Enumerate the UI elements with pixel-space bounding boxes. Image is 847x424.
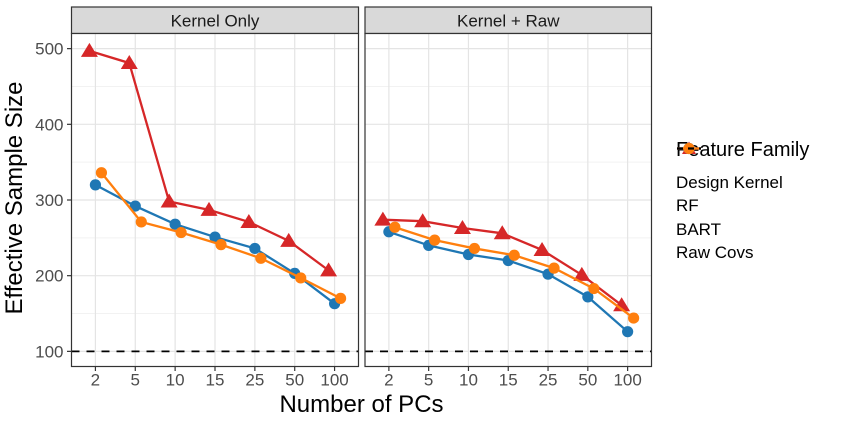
data-point-triangle	[613, 297, 631, 312]
data-point-triangle	[320, 262, 338, 277]
data-point-circle	[508, 249, 520, 261]
x-tick-label: 5	[131, 371, 140, 390]
y-tick-label: 200	[35, 267, 63, 286]
data-point-triangle	[160, 193, 178, 208]
data-point-triangle	[573, 266, 591, 281]
data-point-triangle	[80, 42, 98, 57]
x-tick-label: 25	[245, 371, 264, 390]
data-point-triangle	[414, 213, 432, 228]
data-point-triangle	[533, 241, 551, 256]
legend-item-bart: BART	[676, 142, 809, 242]
facet-strip	[70, 6, 360, 35]
raw-covs-marker-icon	[677, 147, 701, 150]
legend-item-label: RF	[676, 196, 699, 216]
data-point-triangle	[240, 213, 258, 228]
data-point-circle	[295, 272, 307, 284]
legend-item-design-kernel: Design Kernel	[676, 141, 809, 195]
legend-item-raw-covs: Raw Covs	[676, 147, 809, 266]
x-tick-label: 2	[384, 371, 393, 390]
data-point-triangle	[374, 211, 392, 226]
data-point-triangle	[453, 220, 471, 235]
y-tick-label: 100	[35, 342, 63, 361]
data-point-triangle	[493, 225, 511, 240]
x-tick-label: 2	[91, 371, 100, 390]
x-tick-label: 5	[424, 371, 433, 390]
data-point-circle	[255, 252, 267, 264]
data-point-circle	[169, 218, 181, 230]
facet-strip-label: Kernel Only	[171, 11, 260, 30]
data-point-circle	[628, 312, 640, 324]
data-point-circle	[334, 292, 347, 304]
x-tick-label: 10	[459, 371, 478, 390]
data-point-triangle	[200, 201, 218, 216]
data-point-circle	[175, 226, 187, 239]
data-point-circle	[209, 231, 221, 243]
data-point-circle	[622, 326, 634, 338]
data-point-circle	[215, 239, 227, 251]
x-tick-label: 50	[285, 371, 304, 390]
data-point-circle	[135, 216, 147, 228]
data-point-circle	[89, 179, 102, 191]
data-point-circle	[548, 262, 560, 274]
y-tick-label: 500	[35, 40, 63, 59]
legend-item-label: Design Kernel	[676, 172, 783, 192]
data-point-circle	[389, 221, 401, 233]
x-tick-label: 50	[578, 371, 597, 390]
series-bart	[389, 221, 640, 324]
data-point-circle	[249, 242, 261, 255]
x-tick-label: 100	[320, 371, 348, 390]
facet-strip-label: Kernel + Raw	[457, 11, 560, 30]
x-tick-label: 100	[613, 371, 641, 390]
series-design-kernel	[80, 42, 338, 277]
x-tick-label: 25	[539, 371, 558, 390]
y-axis-title: Effective Sample Size	[1, 81, 28, 315]
x-tick-label: 10	[166, 371, 185, 390]
legend-title: Feature Family	[676, 139, 810, 161]
legend-item-label: BART	[676, 219, 722, 239]
legend-item-label: Raw Covs	[676, 243, 754, 263]
series-rf	[383, 226, 634, 338]
data-point-triangle	[280, 232, 298, 247]
series-rf	[89, 179, 341, 310]
data-point-circle	[129, 200, 141, 212]
x-axis-title: Number of PCs	[279, 391, 444, 418]
data-point-circle	[429, 234, 441, 246]
x-tick-label: 15	[499, 371, 518, 390]
legend-items: Design Kernel RF BART Raw Covs	[676, 141, 809, 266]
y-tick-label: 400	[35, 115, 63, 134]
y-tick-label: 300	[35, 191, 63, 210]
data-point-circle	[588, 282, 600, 295]
data-point-circle	[95, 167, 108, 179]
data-point-circle	[582, 291, 594, 303]
facet-strip	[364, 6, 653, 35]
legend: Feature Family Design Kernel RF BART Raw Co…	[676, 138, 809, 265]
data-point-triangle	[120, 55, 138, 70]
series-bart	[95, 167, 347, 304]
x-tick-label: 15	[206, 371, 225, 390]
series-design-kernel	[374, 211, 631, 312]
data-point-circle	[468, 242, 481, 255]
legend-item-rf: RF	[676, 142, 809, 219]
